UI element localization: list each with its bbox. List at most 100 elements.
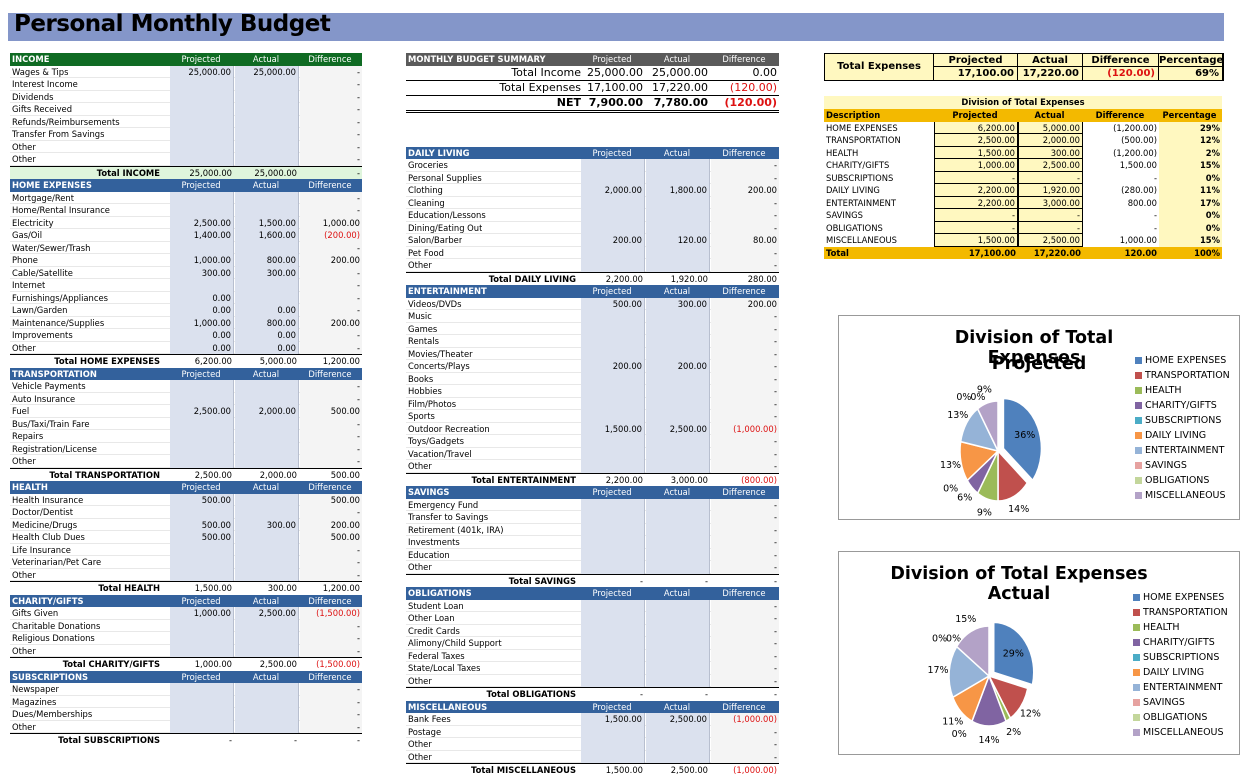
projected-cell[interactable] <box>581 372 645 385</box>
projected-cell[interactable] <box>581 624 645 637</box>
actual-cell[interactable]: 0.00 <box>235 341 299 354</box>
actual-cell[interactable] <box>646 310 710 323</box>
actual-cell[interactable] <box>646 624 710 637</box>
actual-cell[interactable] <box>235 568 299 581</box>
projected-cell[interactable] <box>170 204 234 217</box>
actual-cell[interactable] <box>646 498 710 511</box>
actual-cell[interactable] <box>646 637 710 650</box>
actual-cell[interactable] <box>646 725 710 738</box>
projected-cell[interactable] <box>581 221 645 234</box>
projected-cell[interactable] <box>581 385 645 398</box>
actual-cell[interactable] <box>646 750 710 763</box>
actual-cell[interactable] <box>235 103 299 116</box>
actual-cell[interactable]: 25,000.00 <box>235 65 299 78</box>
projected-cell[interactable] <box>581 750 645 763</box>
actual-cell[interactable] <box>235 392 299 405</box>
projected-cell[interactable] <box>170 720 234 733</box>
projected-cell[interactable] <box>581 335 645 348</box>
actual-cell[interactable] <box>235 556 299 569</box>
projected-cell[interactable]: 500.00 <box>170 493 234 506</box>
actual-cell[interactable]: 0.00 <box>235 304 299 317</box>
actual-cell[interactable] <box>646 738 710 751</box>
actual-cell[interactable]: 300.00 <box>235 266 299 279</box>
projected-cell[interactable] <box>581 662 645 675</box>
actual-cell[interactable] <box>235 380 299 393</box>
projected-cell[interactable] <box>581 259 645 272</box>
projected-cell[interactable]: 0.00 <box>170 329 234 342</box>
actual-cell[interactable] <box>235 619 299 632</box>
actual-cell[interactable] <box>235 493 299 506</box>
actual-cell[interactable] <box>646 347 710 360</box>
projected-cell[interactable] <box>581 397 645 410</box>
actual-cell[interactable] <box>235 78 299 91</box>
actual-cell[interactable]: 2,500.00 <box>646 713 710 726</box>
actual-cell[interactable] <box>646 209 710 222</box>
projected-cell[interactable] <box>170 708 234 721</box>
projected-cell[interactable] <box>581 447 645 460</box>
projected-cell[interactable]: 0.00 <box>170 291 234 304</box>
actual-cell[interactable] <box>235 279 299 292</box>
actual-cell[interactable] <box>235 115 299 128</box>
projected-cell[interactable] <box>581 511 645 524</box>
actual-cell[interactable] <box>646 196 710 209</box>
projected-cell[interactable]: 2,500.00 <box>170 405 234 418</box>
actual-cell[interactable]: 1,600.00 <box>235 229 299 242</box>
actual-cell[interactable] <box>646 435 710 448</box>
projected-cell[interactable] <box>581 725 645 738</box>
projected-cell[interactable] <box>581 171 645 184</box>
actual-cell[interactable] <box>235 531 299 544</box>
projected-cell[interactable] <box>581 246 645 259</box>
projected-cell[interactable] <box>581 322 645 335</box>
projected-cell[interactable] <box>170 543 234 556</box>
projected-cell[interactable]: 1,000.00 <box>170 254 234 267</box>
actual-cell[interactable]: 300.00 <box>646 297 710 310</box>
projected-cell[interactable] <box>581 410 645 423</box>
actual-cell[interactable]: 200.00 <box>646 360 710 373</box>
projected-cell[interactable]: 300.00 <box>170 266 234 279</box>
actual-cell[interactable] <box>646 612 710 625</box>
projected-cell[interactable] <box>170 619 234 632</box>
actual-cell[interactable] <box>646 259 710 272</box>
actual-cell[interactable] <box>646 649 710 662</box>
projected-cell[interactable] <box>581 159 645 172</box>
projected-cell[interactable] <box>581 599 645 612</box>
actual-cell[interactable] <box>646 548 710 561</box>
projected-cell[interactable] <box>581 196 645 209</box>
actual-cell[interactable] <box>235 708 299 721</box>
projected-cell[interactable] <box>581 536 645 549</box>
projected-cell[interactable] <box>581 738 645 751</box>
projected-cell[interactable] <box>581 612 645 625</box>
projected-cell[interactable]: 0.00 <box>170 341 234 354</box>
projected-cell[interactable] <box>581 498 645 511</box>
actual-cell[interactable] <box>646 385 710 398</box>
projected-cell[interactable]: 200.00 <box>581 360 645 373</box>
actual-cell[interactable]: 800.00 <box>235 254 299 267</box>
actual-cell[interactable] <box>235 153 299 166</box>
projected-cell[interactable]: 1,000.00 <box>170 316 234 329</box>
projected-cell[interactable] <box>581 561 645 574</box>
projected-cell[interactable] <box>170 191 234 204</box>
actual-cell[interactable] <box>235 417 299 430</box>
actual-cell[interactable] <box>646 159 710 172</box>
actual-cell[interactable] <box>235 683 299 696</box>
actual-cell[interactable] <box>235 506 299 519</box>
projected-cell[interactable] <box>581 347 645 360</box>
projected-cell[interactable]: 1,500.00 <box>581 422 645 435</box>
actual-cell[interactable] <box>235 455 299 468</box>
projected-cell[interactable]: 200.00 <box>581 234 645 247</box>
actual-cell[interactable] <box>235 90 299 103</box>
projected-cell[interactable]: 1,500.00 <box>581 713 645 726</box>
actual-cell[interactable] <box>646 221 710 234</box>
projected-cell[interactable] <box>170 430 234 443</box>
projected-cell[interactable] <box>170 392 234 405</box>
actual-cell[interactable]: 0.00 <box>235 329 299 342</box>
actual-cell[interactable]: 300.00 <box>235 518 299 531</box>
actual-cell[interactable] <box>646 599 710 612</box>
projected-cell[interactable] <box>170 78 234 91</box>
projected-cell[interactable] <box>170 683 234 696</box>
actual-cell[interactable] <box>235 632 299 645</box>
actual-cell[interactable]: 2,500.00 <box>646 422 710 435</box>
actual-cell[interactable] <box>235 442 299 455</box>
projected-cell[interactable]: 2,500.00 <box>170 216 234 229</box>
projected-cell[interactable] <box>170 115 234 128</box>
